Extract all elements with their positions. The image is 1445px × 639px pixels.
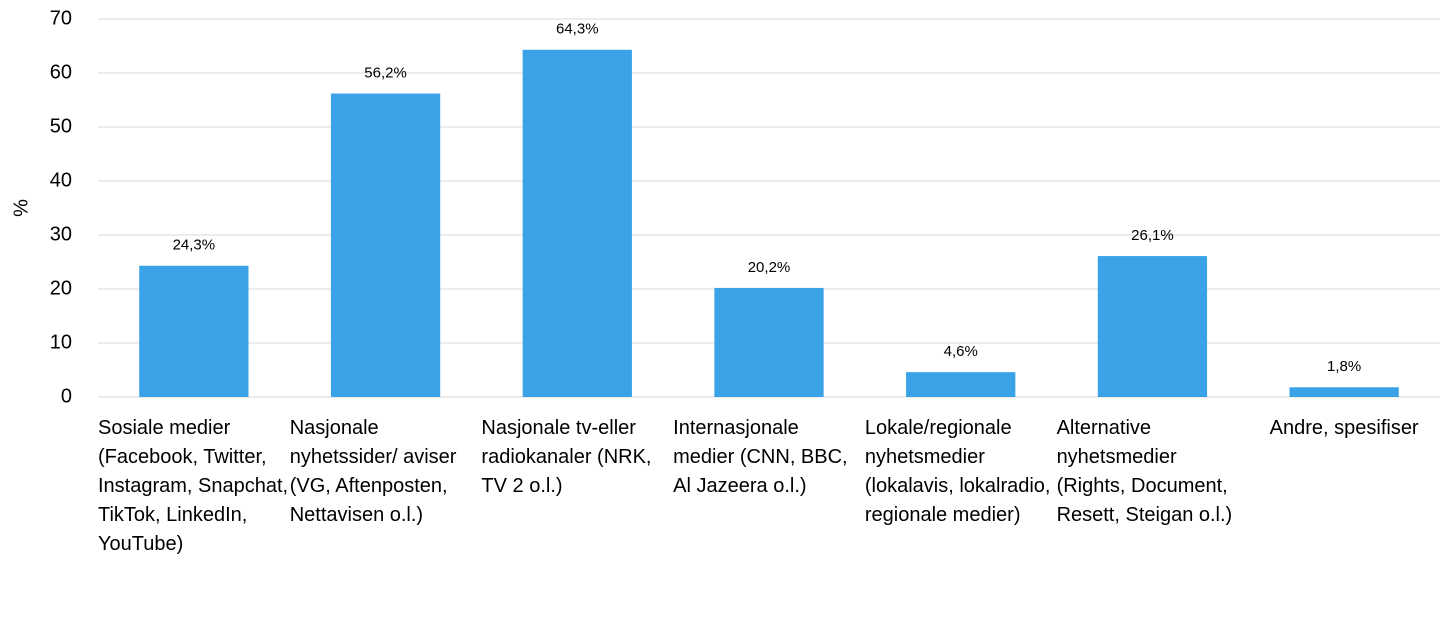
y-tick-label: 60 [50,61,72,83]
x-tick-label-box: Internasjonale medier (CNN, BBC, Al Jaze… [673,414,865,501]
bar [522,49,632,397]
x-tick-label-box: Nasjonale tv-eller radiokanaler (NRK, TV… [481,414,673,501]
y-tick-label: 50 [50,115,72,137]
x-tick-label-box: Andre, spesifiser [1248,414,1440,443]
y-tick-label: 70 [50,7,72,29]
x-tick-label: Nasjonale nyhetssider/ aviser (VG, Aften… [289,417,457,526]
bar [330,93,441,398]
x-tick-label: Internasjonale medier (CNN, BBC, Al Jaze… [673,417,848,497]
bar [714,287,824,397]
value-label: 20,2% [748,259,791,276]
x-tick-label-box: Sosiale medier (Facebook, Twitter, Insta… [98,414,290,559]
x-tick-label: Lokale/regionale nyhetsmedier (lokalavis… [864,417,1051,526]
y-tick-label: 40 [50,169,72,191]
x-tick-label-box: Alternative nyhetsmedier (Rights, Docume… [1057,414,1249,530]
value-label: 4,6% [944,343,978,360]
value-label: 26,1% [1131,227,1174,244]
bar [1289,387,1399,397]
x-tick-label-box: Nasjonale nyhetssider/ aviser (VG, Aften… [290,414,482,530]
bar [1097,256,1208,397]
value-label: 24,3% [173,237,216,254]
y-tick-label: 20 [50,277,72,299]
y-tick-label: 30 [50,223,72,245]
bar [906,372,1016,397]
y-axis-label: % [10,199,32,217]
x-tick-label: Nasjonale tv-eller radiokanaler (NRK, TV… [481,417,652,497]
y-tick-label: 10 [50,331,72,353]
value-label: 64,3% [556,21,599,38]
x-tick-label-box: Lokale/regionale nyhetsmedier (lokalavis… [865,414,1057,530]
value-label: 1,8% [1327,358,1361,375]
y-tick-label: 0 [61,385,72,407]
x-tick-label: Alternative nyhetsmedier (Rights, Docume… [1056,417,1233,526]
x-tick-label: Sosiale medier (Facebook, Twitter, Insta… [98,417,289,555]
value-label: 56,2% [364,64,407,81]
x-tick-label: Andre, spesifiser [1269,417,1419,439]
bar [139,265,249,397]
